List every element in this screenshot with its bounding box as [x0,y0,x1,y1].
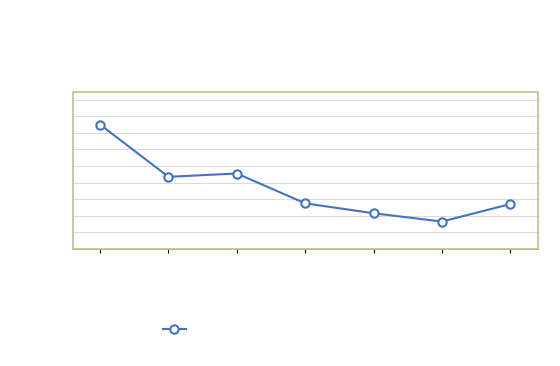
各種商品小売業の従業者一人当たり年間商品販売額 [507,202,514,206]
各種商品小売業の従業者一人当たり年間商品販売額 [165,175,172,179]
各種商品小売業の従業者一人当たり年間商品販売額 [302,201,309,206]
Legend: 各種商品小売業の従業者一人当たり年間商品販売額: 各種商品小売業の従業者一人当たり年間商品販売額 [159,321,451,337]
各種商品小売業の従業者一人当たり年間商品販売額 [97,123,104,127]
各種商品小売業の従業者一人当たり年間商品販売額 [370,211,377,216]
各種商品小売業の従業者一人当たり年間商品販売額 [438,219,445,224]
各種商品小売業の従業者一人当たり年間商品販売額 [234,171,240,176]
Line: 各種商品小売業の従業者一人当たり年間商品販売額: 各種商品小売業の従業者一人当たり年間商品販売額 [96,120,515,226]
